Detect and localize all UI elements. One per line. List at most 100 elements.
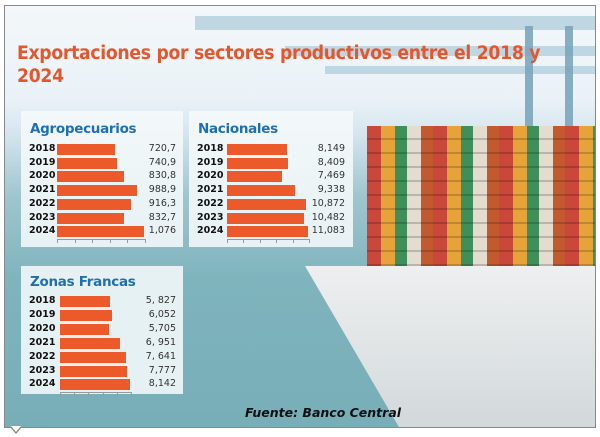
bar <box>60 296 111 307</box>
chart-title: Zonas Francas <box>30 274 136 290</box>
value-label: 11,083 <box>311 225 345 237</box>
bar-row: 2018 8,149 <box>189 143 353 155</box>
category-label: 2019 <box>29 308 56 320</box>
chart-title: Agropecuarios <box>30 121 137 137</box>
category-label: 2020 <box>29 322 56 334</box>
axis-tick <box>127 239 129 243</box>
value-label: 5,705 <box>148 322 176 334</box>
axis-tick <box>131 393 132 397</box>
bar <box>227 226 308 238</box>
axis-tick <box>116 393 118 397</box>
bar <box>227 171 282 183</box>
value-label: 720,7 <box>148 143 176 154</box>
value-label: 916,3 <box>148 197 176 209</box>
bar-row: 2020 830,8 <box>21 170 183 183</box>
value-label: 6, 951 <box>145 336 176 348</box>
axis-tick <box>227 239 228 243</box>
axis-tick <box>243 239 245 243</box>
bar-row: 2021 9,338 <box>189 184 353 197</box>
cargo-ship-image <box>305 126 595 427</box>
x-axis <box>57 238 146 243</box>
axis-tick <box>309 239 310 243</box>
bar <box>60 365 127 377</box>
bar <box>57 185 137 197</box>
bar-row: 2022 916,3 <box>21 197 183 210</box>
axis-tick <box>57 239 58 243</box>
category-label: 2024 <box>29 378 56 390</box>
crane-decoration <box>565 26 573 136</box>
category-label: 2021 <box>197 184 224 196</box>
bar <box>57 226 144 238</box>
axis-tick <box>102 393 104 397</box>
category-label: 2023 <box>197 211 224 223</box>
x-axis <box>60 392 132 397</box>
value-label: 10,872 <box>311 197 345 209</box>
category-label: 2023 <box>29 211 56 223</box>
bar-row: 2019 8,409 <box>189 157 353 169</box>
value-label: 6,052 <box>148 308 176 320</box>
axis-tick <box>259 239 261 243</box>
bar-row: 2023 832,7 <box>21 211 183 224</box>
bar <box>57 171 125 183</box>
category-label: 2020 <box>29 170 56 182</box>
bar <box>57 198 132 210</box>
bar <box>227 185 296 197</box>
bar <box>60 379 130 391</box>
value-label: 9,338 <box>317 184 345 196</box>
bar <box>227 144 287 155</box>
axis-tick <box>276 239 278 243</box>
value-label: 7, 641 <box>145 350 176 362</box>
axis-tick <box>74 393 76 397</box>
category-label: 2019 <box>29 156 56 168</box>
category-label: 2018 <box>29 295 56 306</box>
value-label: 8,142 <box>148 378 176 390</box>
bar-row: 2020 5,705 <box>21 322 183 335</box>
infographic-frame: Exportaciones por sectores productivos e… <box>4 5 596 428</box>
bar-row: 2021 6, 951 <box>21 336 183 349</box>
bar-row: 2019 6,052 <box>21 308 183 321</box>
bar-row: 2018 5, 827 <box>21 295 183 307</box>
category-label: 2020 <box>197 170 224 182</box>
crane-decoration <box>325 66 595 74</box>
infographic-title: Exportaciones por sectores productivos e… <box>17 43 541 87</box>
crane-decoration <box>285 46 595 56</box>
bar-row: 2021 988,9 <box>21 184 183 197</box>
bar <box>227 198 307 210</box>
bar-row: 2024 1,076 <box>21 225 183 238</box>
bar <box>57 157 117 169</box>
bar <box>57 144 116 155</box>
chart-panel-3: Zonas Francas 2018 5, 827 2019 6,052 2020 5,70… <box>21 266 183 397</box>
x-axis <box>227 238 310 243</box>
value-label: 1,076 <box>148 225 176 237</box>
bar-row: 2023 7,777 <box>21 365 183 377</box>
value-label: 830,8 <box>148 170 176 182</box>
crane-decoration <box>195 16 595 30</box>
bar <box>60 337 120 349</box>
category-label: 2021 <box>29 184 56 196</box>
category-label: 2018 <box>29 143 56 154</box>
value-label: 8,149 <box>317 143 345 154</box>
category-label: 2018 <box>197 143 224 154</box>
source-note: Fuente: Banco Central <box>245 405 402 420</box>
chart-panel-1: Agropecuarios 2018 720,7 2019 740,9 2020 830,8… <box>21 111 183 247</box>
value-label: 10,482 <box>311 211 345 223</box>
value-label: 5, 827 <box>145 295 176 306</box>
value-label: 832,7 <box>148 211 176 223</box>
callout-pointer <box>10 426 22 435</box>
bar-row: 2023 10,482 <box>189 211 353 224</box>
bar <box>60 309 113 321</box>
bar-row: 2022 7, 641 <box>21 350 183 363</box>
crane-decoration <box>525 26 533 136</box>
value-label: 988,9 <box>148 184 176 196</box>
bar-row: 2024 11,083 <box>189 225 353 238</box>
category-label: 2024 <box>29 225 56 237</box>
category-label: 2022 <box>197 197 224 209</box>
value-label: 740,9 <box>148 156 176 168</box>
bar-row: 2018 720,7 <box>21 143 183 155</box>
axis-tick <box>92 239 94 243</box>
category-label: 2021 <box>29 336 56 348</box>
bar <box>227 157 289 169</box>
axis-tick <box>60 393 61 397</box>
category-label: 2024 <box>197 225 224 237</box>
bar <box>60 323 110 335</box>
